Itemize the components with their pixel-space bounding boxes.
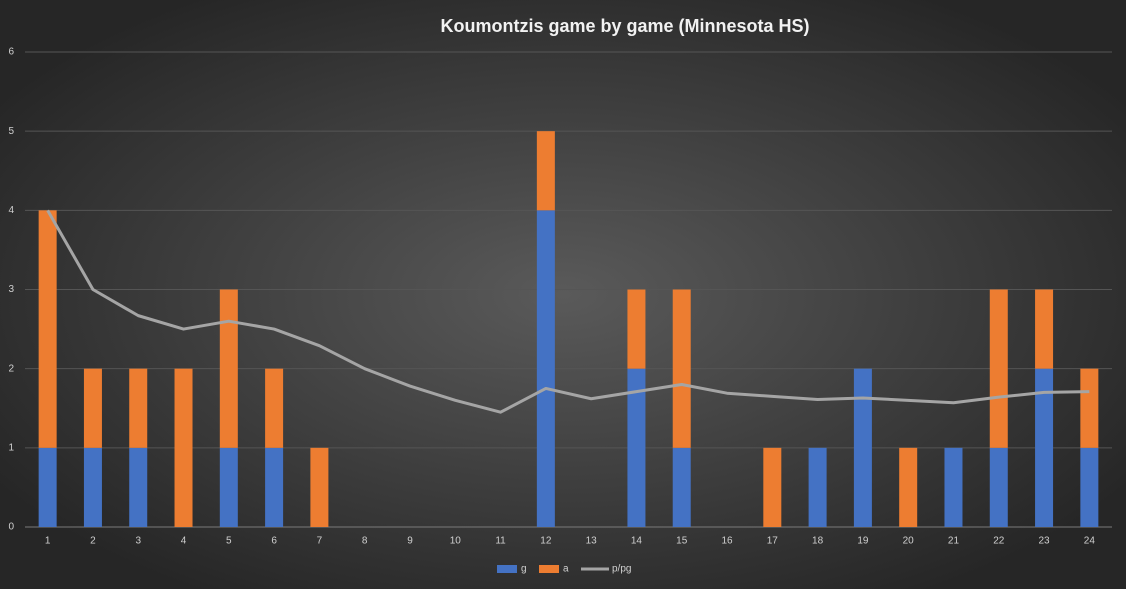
x-tick-label: 3 — [135, 536, 141, 547]
x-tick-label: 15 — [676, 536, 688, 547]
bar-segment — [174, 368, 193, 527]
x-tick-label: 8 — [362, 536, 368, 547]
bar-segment — [129, 447, 148, 527]
x-tick-label: 13 — [586, 536, 598, 547]
bar-segment — [310, 447, 329, 527]
legend-label: g — [521, 564, 527, 575]
bar-segment — [38, 447, 57, 527]
bar-segment — [536, 210, 555, 528]
bar-segment — [763, 447, 782, 527]
chart-title: Koumontzis game by game (Minnesota HS) — [440, 16, 809, 36]
x-tick-label: 1 — [45, 536, 51, 547]
bar-segment — [944, 447, 963, 527]
bar-segment — [219, 289, 238, 448]
y-tick-label: 6 — [8, 47, 14, 58]
x-tick-label: 24 — [1084, 536, 1096, 547]
x-tick-label: 16 — [721, 536, 733, 547]
bar-segment — [808, 447, 827, 527]
bar-segment — [1080, 447, 1099, 527]
bar-segment — [265, 447, 284, 527]
bar-segment — [219, 447, 238, 527]
y-tick-label: 5 — [8, 126, 14, 137]
x-tick-label: 23 — [1039, 536, 1051, 547]
x-tick-label: 4 — [181, 536, 187, 547]
bar-segment — [853, 368, 872, 527]
bar-segment — [536, 131, 555, 211]
bar-segment — [899, 447, 918, 527]
x-tick-label: 5 — [226, 536, 232, 547]
x-tick-label: 2 — [90, 536, 96, 547]
bar-segment — [672, 447, 691, 527]
legend-label: a — [563, 564, 569, 575]
bar-segment — [1035, 368, 1054, 527]
x-tick-label: 17 — [767, 536, 779, 547]
x-tick-label: 19 — [857, 536, 869, 547]
legend-key — [539, 565, 559, 573]
y-tick-label: 1 — [8, 442, 14, 453]
bar-segment — [1080, 368, 1099, 448]
y-tick-label: 0 — [8, 522, 14, 533]
x-tick-label: 21 — [948, 536, 960, 547]
bar-segment — [265, 368, 284, 448]
x-tick-label: 20 — [903, 536, 915, 547]
bar-segment — [83, 368, 102, 448]
bar-segment — [627, 289, 646, 369]
y-tick-label: 4 — [8, 205, 14, 216]
legend-key — [497, 565, 517, 573]
x-tick-label: 12 — [540, 536, 552, 547]
bar-segment — [989, 289, 1008, 448]
bar-segment — [1035, 289, 1054, 369]
bar-segment — [38, 210, 57, 448]
bar-segment — [129, 368, 148, 448]
bar-segment — [989, 447, 1008, 527]
y-tick-label: 2 — [8, 363, 14, 374]
x-tick-label: 9 — [407, 536, 413, 547]
x-tick-label: 10 — [450, 536, 462, 547]
line — [46, 209, 1090, 414]
bar-segment — [672, 289, 691, 448]
bar-segment — [627, 368, 646, 527]
x-tick-label: 14 — [631, 536, 643, 547]
x-tick-label: 22 — [993, 536, 1005, 547]
bar-segment — [83, 447, 102, 527]
y-tick-label: 3 — [8, 284, 14, 295]
x-tick-label: 11 — [495, 536, 506, 547]
legend-label: p/pg — [612, 564, 631, 575]
x-tick-label: 18 — [812, 536, 824, 547]
x-tick-label: 7 — [317, 536, 323, 547]
x-tick-label: 6 — [271, 536, 277, 547]
